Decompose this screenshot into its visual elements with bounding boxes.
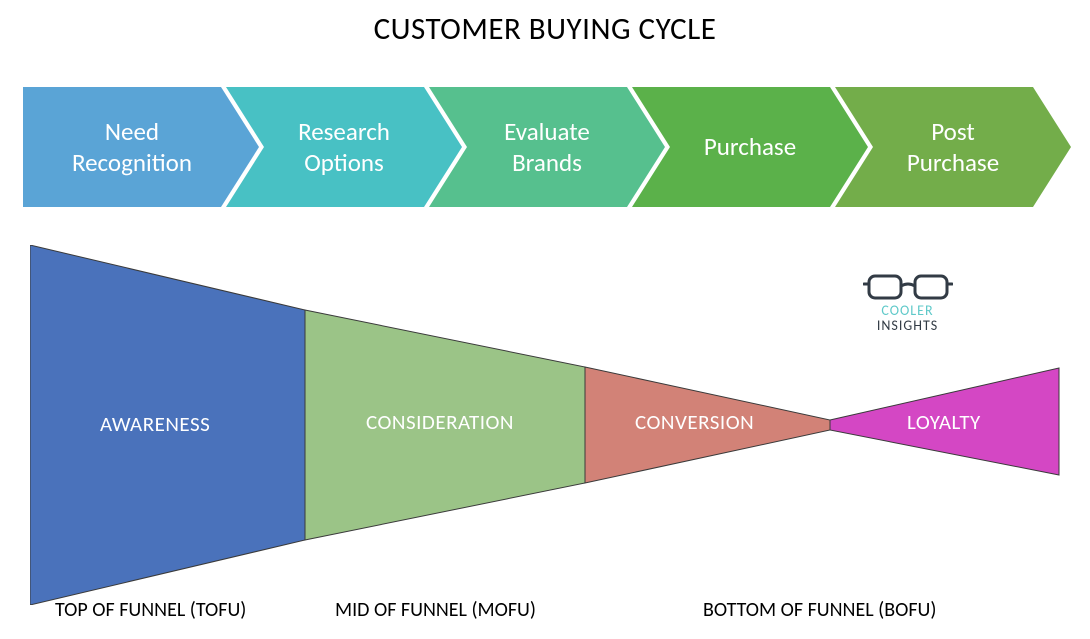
glasses-icon (863, 272, 953, 302)
bottom-label-bofu: BOTTOM OF FUNNEL (BOFU) (703, 598, 936, 622)
bottom-label-mofu: MID OF FUNNEL (MOFU) (335, 598, 536, 622)
funnel-label-consideration: CONSIDERATION (366, 409, 514, 435)
logo-text: COOLER INSIGHTS (860, 304, 955, 333)
chevron-research-options: Research Options (226, 87, 462, 207)
chevron-post-purchase: Post Purchase (835, 87, 1071, 207)
chevron-evaluate-brands: Evaluate Brands (429, 87, 665, 207)
chevron-label: Need Recognition (23, 87, 259, 207)
chevron-need-recognition: Need Recognition (23, 87, 259, 207)
cooler-insights-logo: COOLER INSIGHTS (860, 272, 955, 333)
chevron-row: Need Recognition Research Options Evalua… (23, 87, 1073, 207)
page-title: CUSTOMER BUYING CYCLE (0, 0, 1090, 48)
chevron-label: Post Purchase (835, 87, 1071, 207)
chevron-label: Purchase (632, 87, 868, 207)
chevron-label: Research Options (226, 87, 462, 207)
chevron-purchase: Purchase (632, 87, 868, 207)
bottom-label-tofu: TOP OF FUNNEL (TOFU) (55, 598, 246, 622)
funnel-label-loyalty: LOYALTY (907, 409, 981, 435)
chevron-label: Evaluate Brands (429, 87, 665, 207)
logo-line2: INSIGHTS (860, 319, 955, 334)
funnel-label-conversion: CONVERSION (635, 409, 754, 435)
funnel-label-awareness: AWARENESS (100, 411, 210, 437)
